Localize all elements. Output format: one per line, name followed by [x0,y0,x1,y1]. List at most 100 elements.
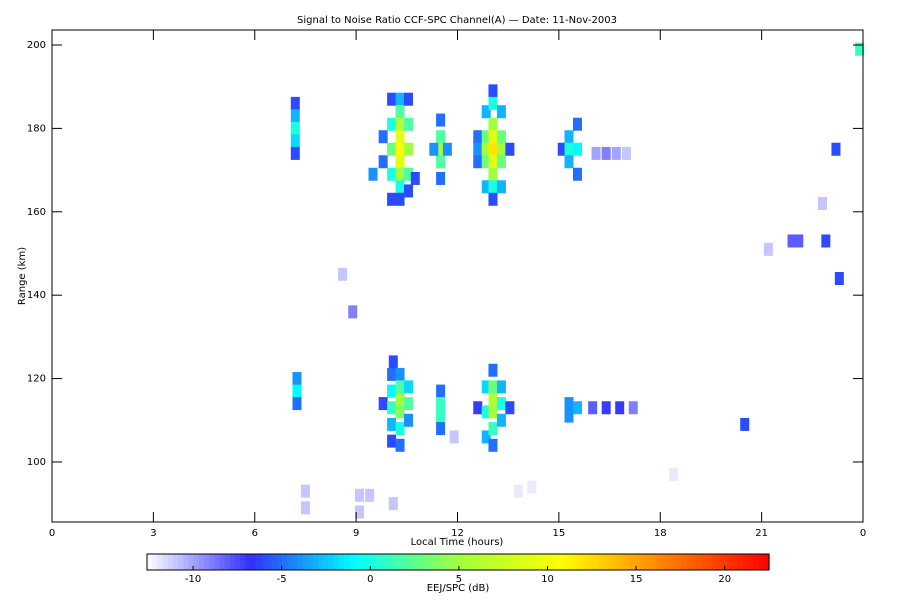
heatmap-cell [794,234,804,248]
heatmap-cell [473,130,483,144]
colorbar-segment [354,554,361,570]
heatmap-cell [395,142,405,156]
heatmap-cell [473,155,483,169]
heatmap-cell [787,234,797,248]
heatmap-cell [527,480,537,494]
colorbar-segment [618,554,625,570]
colorbar-segment [198,554,205,570]
y-tick-label: 120 [27,374,46,385]
colorbar-segment [665,554,672,570]
colorbar-segment [318,554,324,570]
heatmap-cell [564,130,574,144]
heatmap-cell [488,155,498,169]
colorbar-segment [359,554,366,570]
heatmap-cell [481,380,491,394]
heatmap-cell [404,142,414,156]
colorbar-segment [530,554,537,570]
heatmap-cell [355,505,365,519]
x-tick-label: 0 [860,528,866,539]
colorbar-segment [654,554,661,570]
colorbar-segment [597,554,604,570]
colorbar-segment [292,554,298,570]
y-tick-label: 100 [27,457,46,468]
heatmap-cell [387,142,397,156]
colorbar-segment [509,554,516,570]
colorbar-segment [556,554,563,570]
colorbar-segment [696,554,703,570]
colorbar-segment [582,554,589,570]
colorbar-segment [421,554,428,570]
colorbar-tick-label: -10 [185,574,201,585]
colorbar-segment [551,554,558,570]
colorbar-segment [629,554,635,570]
heatmap-cell [496,397,506,411]
colorbar-segment [706,554,713,570]
colorbar-segment [281,554,288,570]
colorbar-segment [250,554,257,570]
y-tick-label: 160 [27,207,46,218]
heatmap-cell [395,392,405,406]
heatmap-cell [290,121,300,135]
heatmap-cell [387,367,397,381]
heatmap-cell [292,384,302,398]
heatmap-cell [395,105,405,119]
heatmap-cell [395,438,405,452]
heatmap-cell [488,96,498,110]
colorbar-segment [343,554,350,570]
heatmap-cell [481,105,491,119]
heatmap-cell [821,234,831,248]
heatmap-cell [378,130,388,144]
colorbar-segment [535,554,542,570]
colorbar-segment [592,554,599,570]
colorbar-segment [380,554,387,570]
heatmap-cell [817,196,827,210]
heatmap-cell [290,146,300,160]
heatmap-cell [436,113,446,127]
colorbar-frame [146,553,770,571]
colorbar-segment [302,554,309,570]
heatmap-cell [564,155,574,169]
heatmap-cell [601,146,611,160]
colorbar-segment [722,554,729,570]
heatmap-cell [496,180,506,194]
colorbar-segment [748,554,755,570]
colorbar-segment [224,554,231,570]
x-tick-label: 3 [150,528,156,539]
colorbar-segment [375,554,381,570]
heatmap-cell [387,192,397,206]
heatmap-cell [496,142,506,156]
heatmap-cell [488,167,498,181]
colorbar-segment [649,554,656,570]
heatmap-cell [481,405,491,419]
colorbar-segment [271,554,278,570]
colorbar-segment [214,554,221,570]
heatmap-cell [404,167,414,181]
heatmap-cell [404,397,414,411]
colorbar-segment [458,554,464,570]
colorbar-segment [297,554,304,570]
heatmap-cell [290,134,300,148]
heatmap-cell [436,384,446,398]
heatmap-cell [591,146,601,160]
colorbar-segment [520,554,526,570]
colorbar-segment [167,554,174,570]
heatmap-cell [505,142,515,156]
colorbar-segment [162,554,169,570]
heatmap-cell [410,171,420,185]
chart-title: Signal to Noise Ratio CCF-SPC Channel(A)… [297,15,617,26]
heatmap-cell [488,192,498,206]
colorbar-segment [660,554,666,570]
heatmap-cell [404,184,414,198]
colorbar-segment [572,554,578,570]
colorbar-tick-label: 15 [630,574,643,585]
colorbar-segment [483,554,490,570]
colorbar-segment [639,554,646,570]
colorbar-segment [442,554,449,570]
colorbar-segment [675,554,682,570]
colorbar-segment [763,554,770,570]
heatmap-cell [338,267,348,281]
heatmap-cell [557,142,567,156]
heatmap-cell [355,488,365,502]
heatmap-cell [488,405,498,419]
colorbar-segment [478,554,485,570]
